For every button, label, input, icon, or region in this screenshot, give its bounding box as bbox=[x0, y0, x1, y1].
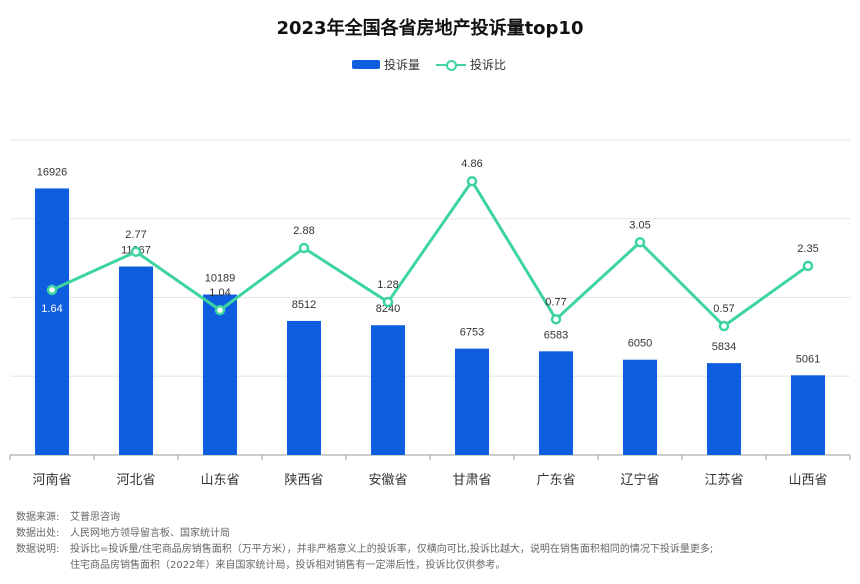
legend-label-complaints: 投诉量 bbox=[384, 58, 421, 72]
line-value-label: 2.35 bbox=[797, 243, 818, 255]
line-value-label: 2.77 bbox=[125, 229, 146, 241]
bar-value-label: 6753 bbox=[460, 327, 484, 339]
x-tick-label: 安徽省 bbox=[368, 472, 407, 487]
bar-complaints bbox=[287, 320, 321, 455]
bar-value-label: 10189 bbox=[205, 273, 236, 285]
note-origin-label: 数据出处: bbox=[16, 528, 60, 539]
line-value-label: 3.05 bbox=[629, 219, 650, 231]
legend-label-ratio: 投诉比 bbox=[470, 58, 507, 72]
bar-complaints bbox=[119, 266, 153, 455]
chart-title: 2023年全国各省房地产投诉量top10 bbox=[276, 18, 584, 39]
line-point-ratio bbox=[802, 260, 814, 272]
bar-complaints bbox=[455, 348, 489, 455]
line-point-ratio bbox=[466, 175, 478, 187]
note-source-value: 艾普思咨询 bbox=[70, 512, 120, 523]
bar-value-label: 5061 bbox=[796, 353, 820, 365]
bar-value-label: 5834 bbox=[712, 341, 736, 353]
x-tick-label: 河北省 bbox=[116, 472, 155, 487]
note-explain-value: 投诉比=投诉量/住宅商品房销售面积（万平方米），并非严格意义上的投诉率，仅横向可… bbox=[70, 544, 714, 555]
line-value-label: 0.77 bbox=[545, 296, 566, 308]
line-value-label: 2.88 bbox=[293, 225, 314, 237]
x-tick-label: 山东省 bbox=[200, 472, 239, 487]
bar-complaints bbox=[791, 375, 825, 455]
x-tick-label: 广东省 bbox=[536, 472, 575, 487]
bar-complaints bbox=[539, 351, 573, 455]
bar-complaints bbox=[707, 363, 741, 455]
chart-plot: 河南省河北省山东省陕西省安徽省甘肃省广东省辽宁省江苏省山西省1692611967… bbox=[9, 139, 851, 487]
line-point-ratio bbox=[634, 237, 646, 248]
bar-complaints bbox=[203, 294, 237, 455]
note-explain-continued: 住宅商品房销售面积（2022年）来自国家统计局，投诉相对销售有一定滞后性，投诉比… bbox=[70, 560, 506, 571]
line-point-ratio bbox=[298, 242, 310, 254]
note-origin: 数据出处: 人民网地方领导留言板、国家统计局 bbox=[16, 526, 713, 542]
x-tick-label: 山西省 bbox=[788, 472, 827, 487]
note-explain-label: 数据说明: bbox=[16, 544, 60, 555]
note-explain: 数据说明: 投诉比=投诉量/住宅商品房销售面积（万平方米），并非严格意义上的投诉… bbox=[16, 542, 713, 558]
line-point-ratio bbox=[214, 304, 226, 316]
note-origin-value: 人民网地方领导留言板、国家统计局 bbox=[70, 528, 230, 539]
line-point-ratio bbox=[550, 314, 562, 325]
line-ratio-series bbox=[51, 179, 809, 328]
bar-value-label: 6583 bbox=[544, 329, 568, 341]
legend-item-complaints[interactable]: 投诉量 bbox=[352, 56, 420, 73]
line-value-label: 0.57 bbox=[713, 303, 734, 315]
x-tick-label: 江苏省 bbox=[704, 472, 743, 487]
bar-complaints bbox=[371, 325, 405, 455]
note-source: 数据来源: 艾普思咨询 bbox=[16, 510, 713, 526]
bar-complaints bbox=[623, 359, 657, 455]
x-tick-label: 甘肃省 bbox=[452, 472, 491, 487]
line-value-label: 4.86 bbox=[461, 158, 482, 170]
legend-swatch-bar bbox=[352, 60, 380, 69]
note-source-label: 数据来源: bbox=[16, 512, 60, 523]
bar-value-label: 8240 bbox=[376, 303, 400, 315]
line-point-ratio bbox=[46, 284, 58, 296]
legend-swatch-line bbox=[436, 59, 466, 71]
bar-complaints bbox=[35, 188, 69, 455]
legend-item-ratio[interactable]: 投诉比 bbox=[436, 56, 506, 73]
bar-value-label: 16926 bbox=[37, 166, 68, 178]
line-value-label: 1.64 bbox=[41, 303, 62, 315]
x-tick-label: 辽宁省 bbox=[620, 472, 659, 487]
bar-value-label: 6050 bbox=[628, 338, 652, 350]
line-value-label: 1.04 bbox=[209, 287, 230, 299]
chart-legend: 投诉量 投诉比 bbox=[0, 56, 860, 76]
line-point-ratio bbox=[718, 320, 730, 332]
x-tick-label: 陕西省 bbox=[284, 472, 323, 487]
line-point-ratio bbox=[130, 246, 142, 258]
bar-value-label: 8512 bbox=[292, 299, 316, 311]
line-value-label: 1.28 bbox=[377, 279, 398, 291]
x-tick-label: 河南省 bbox=[32, 472, 71, 487]
line-point-ratio bbox=[382, 296, 394, 308]
chart-notes: 数据来源: 艾普思咨询 数据出处: 人民网地方领导留言板、国家统计局 数据说明:… bbox=[16, 510, 713, 574]
